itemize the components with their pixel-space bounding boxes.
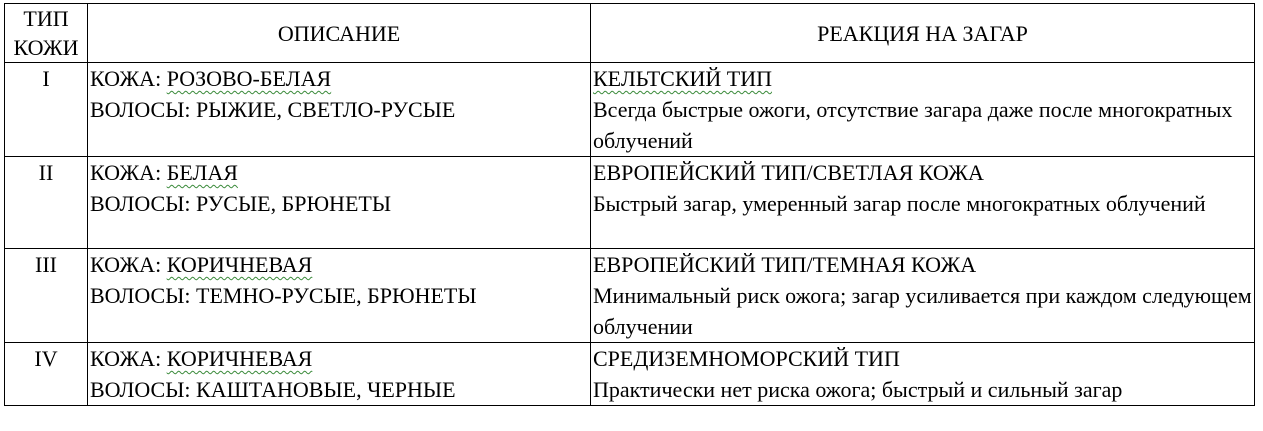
hair-value: ВОЛОСЫ: РЫЖИЕ, СВЕТЛО-РУСЫЕ: [90, 97, 456, 122]
description-cell: КОЖА: КОРИЧНЕВАЯ ВОЛОСЫ: ТЕМНО-РУСЫЕ, БР…: [87, 248, 591, 343]
skin-value: КОРИЧНЕВАЯ: [166, 346, 313, 371]
reaction-text: Практически нет риска ожога; быстрый и с…: [593, 377, 1123, 402]
skin-label: КОЖА:: [90, 66, 167, 91]
reaction-title: СРЕДИЗЕМНОМОРСКИЙ ТИП: [593, 346, 900, 371]
skin-label: КОЖА:: [90, 252, 167, 277]
skin-type-cell: I: [4, 62, 88, 157]
header-reaction: РЕАКЦИЯ НА ЗАГАР: [590, 3, 1255, 63]
skin-type-cell: IV: [4, 342, 88, 406]
header-row: ТИП КОЖИ ОПИСАНИЕ РЕАКЦИЯ НА ЗАГАР: [4, 3, 1255, 63]
reaction-title: КЕЛЬТСКИЙ ТИП: [593, 66, 772, 91]
skin-label: КОЖА:: [90, 346, 167, 371]
reaction-cell: КЕЛЬТСКИЙ ТИП Всегда быстрые ожоги, отсу…: [590, 62, 1255, 157]
reaction-text: Минимальный риск ожога; загар усиливаетс…: [593, 283, 1252, 339]
skin-label: КОЖА:: [90, 160, 167, 185]
table-row: IV КОЖА: КОРИЧНЕВАЯ ВОЛОСЫ: КАШТАНОВЫЕ, …: [4, 342, 1255, 406]
description-cell: КОЖА: БЕЛАЯ ВОЛОСЫ: РУСЫЕ, БРЮНЕТЫ: [87, 156, 591, 249]
reaction-cell: СРЕДИЗЕМНОМОРСКИЙ ТИП Практически нет ри…: [590, 342, 1255, 406]
hair-value: ВОЛОСЫ: РУСЫЕ, БРЮНЕТЫ: [90, 191, 392, 216]
reaction-text: Быстрый загар, умеренный загар после мно…: [593, 191, 1206, 216]
reaction-text: Всегда быстрые ожоги, отсутствие загара …: [593, 97, 1233, 153]
description-cell: КОЖА: КОРИЧНЕВАЯ ВОЛОСЫ: КАШТАНОВЫЕ, ЧЕР…: [87, 342, 591, 406]
skin-type-cell: II: [4, 156, 88, 249]
skin-type-table: ТИП КОЖИ ОПИСАНИЕ РЕАКЦИЯ НА ЗАГАР I КОЖ…: [4, 3, 1255, 406]
reaction-cell: ЕВРОПЕЙСКИЙ ТИП/ТЕМНАЯ КОЖА Минимальный …: [590, 248, 1255, 343]
table-row: I КОЖА: РОЗОВО-БЕЛАЯ ВОЛОСЫ: РЫЖИЕ, СВЕТ…: [4, 62, 1255, 157]
skin-value: РОЗОВО-БЕЛАЯ: [166, 66, 332, 91]
description-cell: КОЖА: РОЗОВО-БЕЛАЯ ВОЛОСЫ: РЫЖИЕ, СВЕТЛО…: [87, 62, 591, 157]
reaction-title: ЕВРОПЕЙСКИЙ ТИП/СВЕТЛАЯ КОЖА: [593, 160, 984, 185]
header-type-line1: ТИП: [23, 6, 69, 31]
skin-value: БЕЛАЯ: [166, 160, 238, 185]
header-type-line2: КОЖИ: [13, 35, 79, 60]
table-row: II КОЖА: БЕЛАЯ ВОЛОСЫ: РУСЫЕ, БРЮНЕТЫ ЕВ…: [4, 156, 1255, 249]
hair-value: ВОЛОСЫ: ТЕМНО-РУСЫЕ, БРЮНЕТЫ: [90, 283, 477, 308]
reaction-title: ЕВРОПЕЙСКИЙ ТИП/ТЕМНАЯ КОЖА: [593, 252, 977, 277]
skin-type-cell: III: [4, 248, 88, 343]
header-skin-type: ТИП КОЖИ: [4, 3, 88, 63]
header-description: ОПИСАНИЕ: [87, 3, 591, 63]
skin-value: КОРИЧНЕВАЯ: [166, 252, 313, 277]
table-row: III КОЖА: КОРИЧНЕВАЯ ВОЛОСЫ: ТЕМНО-РУСЫЕ…: [4, 248, 1255, 343]
reaction-cell: ЕВРОПЕЙСКИЙ ТИП/СВЕТЛАЯ КОЖА Быстрый заг…: [590, 156, 1255, 249]
hair-value: ВОЛОСЫ: КАШТАНОВЫЕ, ЧЕРНЫЕ: [90, 377, 456, 402]
